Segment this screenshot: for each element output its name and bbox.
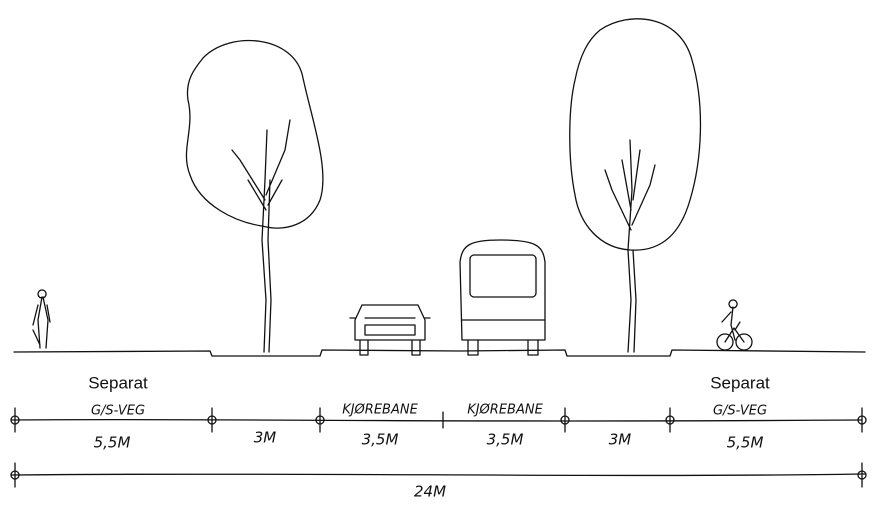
section-label: KJØREBANE xyxy=(342,403,418,418)
street-section: Separat G/S-VEG 5,5M 3M KJØREBANE 3,5M K… xyxy=(0,0,872,506)
section-width: 5,5M xyxy=(94,434,131,452)
section-label: G/S-VEG xyxy=(713,404,767,419)
dimension-line xyxy=(12,420,862,421)
ground xyxy=(14,350,865,356)
tree xyxy=(186,41,322,352)
section-width: 3,5M xyxy=(362,431,399,449)
section-title: Separat xyxy=(710,373,770,392)
car xyxy=(350,305,430,355)
section-width: 3M xyxy=(254,429,277,447)
total-width: 24M xyxy=(414,483,446,501)
pedestrian xyxy=(33,290,50,348)
section-width: 3,5M xyxy=(487,431,524,449)
cyclist xyxy=(717,300,752,350)
section-width: 5,5M xyxy=(727,434,764,452)
section-title: Separat xyxy=(88,373,148,392)
bus xyxy=(460,240,545,355)
section-width: 3M xyxy=(609,431,632,449)
section-label: G/S-VEG xyxy=(91,404,145,419)
tree xyxy=(570,19,701,352)
section-label: KJØREBANE xyxy=(467,403,543,418)
